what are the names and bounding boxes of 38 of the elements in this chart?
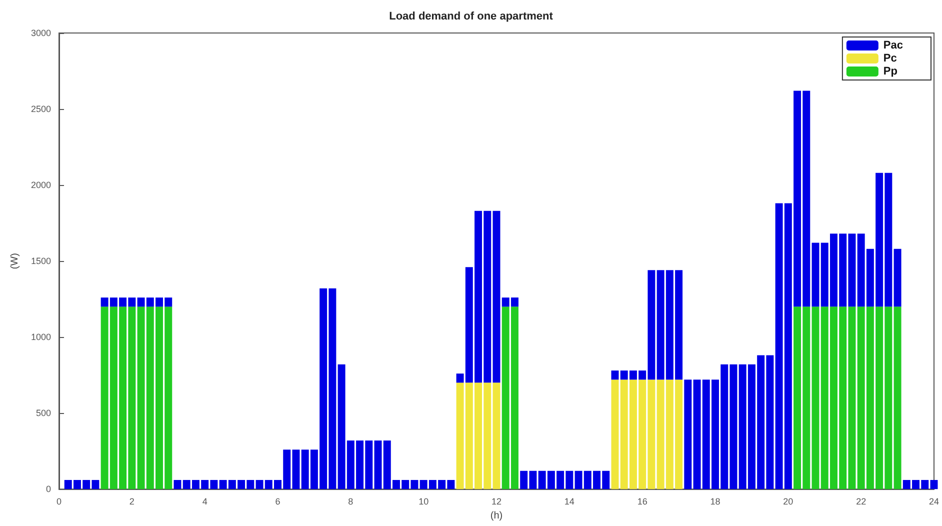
x-tick-label: 18 <box>710 496 720 507</box>
bar <box>374 440 382 490</box>
y-tick-label: 3000 <box>30 28 51 38</box>
x-tick-label: 6 <box>275 496 280 507</box>
legend-label: Pac <box>883 40 904 52</box>
legend-label: Pc <box>883 52 897 64</box>
x-axis-title: (h) <box>490 510 503 522</box>
bar <box>894 248 902 307</box>
y-tick-label: 2000 <box>30 180 51 190</box>
bar <box>930 480 938 490</box>
x-tick-label: 12 <box>491 496 502 507</box>
bar <box>812 242 820 307</box>
legend-label: Pp <box>883 66 898 78</box>
y-tick-label: 0 <box>46 484 51 494</box>
y-tick-label: 1500 <box>30 256 51 266</box>
bar <box>492 382 500 490</box>
y-tick-label: 2500 <box>30 104 51 114</box>
bar <box>611 370 619 380</box>
bar <box>174 480 182 490</box>
x-tick-label: 10 <box>418 496 429 507</box>
y-axis-title: (W) <box>10 252 21 270</box>
bar <box>684 380 692 490</box>
y-tick-label: 500 <box>36 408 51 418</box>
x-tick-label: 0 <box>56 496 62 507</box>
x-tick-label: 8 <box>348 496 354 507</box>
bar <box>492 210 500 383</box>
x-tick-label: 14 <box>564 496 574 507</box>
x-tick-label: 2 <box>129 496 134 507</box>
x-tick-label: 24 <box>928 496 939 507</box>
x-tick-label: 4 <box>202 496 208 507</box>
x-tick-label: 16 <box>637 496 648 507</box>
bar <box>611 380 619 490</box>
bar <box>894 306 902 490</box>
chart-title: Load demand of one apartment <box>389 10 554 22</box>
y-tick-label: 1000 <box>30 332 51 342</box>
x-tick-label: 22 <box>856 496 866 507</box>
x-tick-label: 20 <box>783 496 794 507</box>
bar <box>812 306 820 490</box>
